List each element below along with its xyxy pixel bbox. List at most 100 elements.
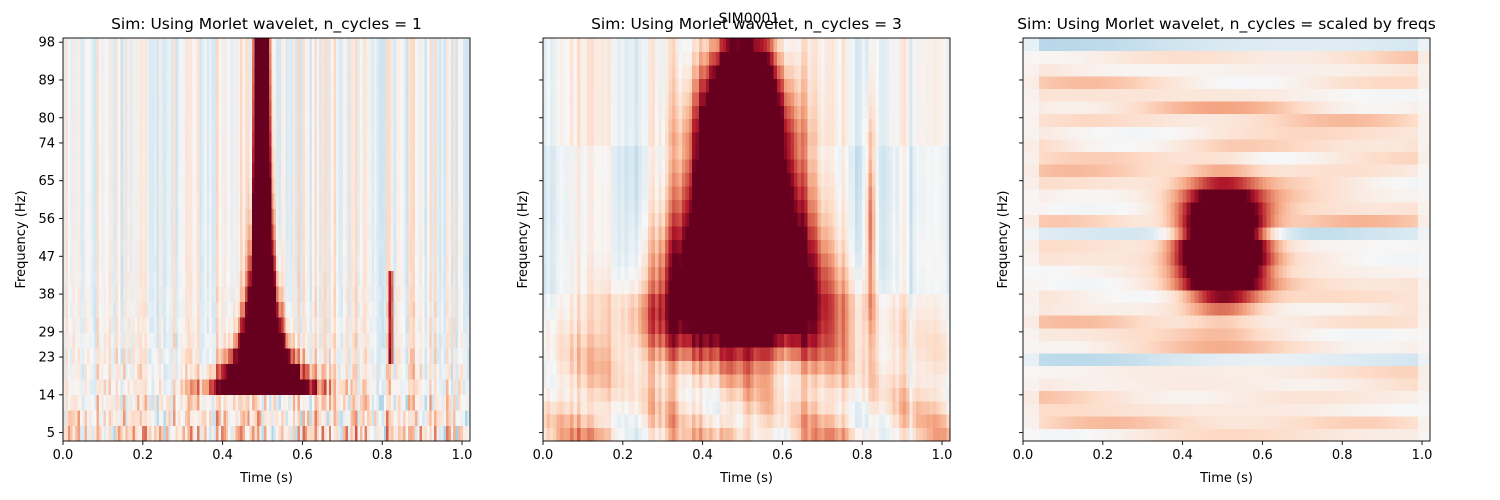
heatmap-cell xyxy=(450,115,454,132)
heatmap-cell xyxy=(458,69,462,86)
heatmap-cell xyxy=(225,115,229,132)
heatmap-cell xyxy=(386,69,390,86)
heatmap-cell xyxy=(261,425,265,442)
heatmap-cell xyxy=(175,38,179,55)
heatmap-cell xyxy=(692,414,697,429)
heatmap-cell xyxy=(422,255,426,272)
heatmap-cell xyxy=(139,270,143,287)
heatmap-cell xyxy=(144,239,148,256)
heatmap-cell xyxy=(340,131,344,148)
heatmap-cell xyxy=(749,427,754,442)
heatmap-cell xyxy=(163,193,167,210)
heatmap-cell xyxy=(631,373,636,388)
heatmap-cell xyxy=(94,379,98,396)
heatmap-cell xyxy=(426,286,430,303)
heatmap-cell xyxy=(573,373,578,388)
heatmap-cell xyxy=(302,69,306,86)
heatmap-cell xyxy=(113,38,117,55)
heatmap-cell xyxy=(247,379,251,396)
heatmap-cell xyxy=(448,255,452,272)
heatmap-cell xyxy=(266,115,270,132)
heatmap-cell xyxy=(455,317,459,334)
heatmap-cell xyxy=(467,53,471,70)
heatmap-cell xyxy=(242,410,246,427)
heatmap-cell xyxy=(285,394,289,411)
heatmap-cell xyxy=(84,146,88,163)
heatmap-cell xyxy=(67,177,71,194)
heatmap-cell xyxy=(426,239,430,256)
heatmap-cell xyxy=(848,414,853,429)
heatmap-cell xyxy=(130,193,134,210)
heatmap-cell xyxy=(110,270,114,287)
heatmap-cell xyxy=(101,286,105,303)
heatmap-cell xyxy=(110,193,114,210)
heatmap-cell xyxy=(223,394,227,411)
heatmap-cell xyxy=(460,286,464,303)
heatmap-cell xyxy=(180,394,184,411)
heatmap-cell xyxy=(230,363,234,380)
heatmap-cell xyxy=(379,100,383,117)
heatmap-cell xyxy=(266,301,270,318)
heatmap-cell xyxy=(134,131,138,148)
heatmap-cell xyxy=(338,131,342,148)
heatmap-cell xyxy=(398,115,402,132)
heatmap-cell xyxy=(379,53,383,70)
heatmap-cell xyxy=(319,38,323,55)
heatmap-cell xyxy=(232,270,236,287)
heatmap-cell xyxy=(177,363,181,380)
heatmap-cell xyxy=(314,348,318,365)
heatmap-cell xyxy=(899,414,904,429)
heatmap-cell xyxy=(218,239,222,256)
heatmap-cell xyxy=(221,286,224,303)
heatmap-cell xyxy=(187,425,191,442)
heatmap-cell xyxy=(407,286,411,303)
heatmap-cell xyxy=(242,332,246,349)
heatmap-cell xyxy=(371,286,375,303)
heatmap-cell xyxy=(98,363,102,380)
heatmap-cell xyxy=(352,348,356,365)
heatmap-cell xyxy=(182,379,186,396)
heatmap-cell xyxy=(393,286,397,303)
heatmap-cell xyxy=(379,146,383,163)
heatmap-cell xyxy=(307,38,311,55)
heatmap-cell xyxy=(204,53,208,70)
heatmap-cell xyxy=(766,387,771,402)
heatmap-cell xyxy=(130,115,134,132)
heatmap-cell xyxy=(182,394,186,411)
heatmap-cell xyxy=(292,394,296,411)
heatmap-cell xyxy=(311,115,315,132)
heatmap-cell xyxy=(285,270,289,287)
heatmap-cell xyxy=(340,208,344,225)
heatmap-cell xyxy=(74,53,78,70)
heatmap-cell xyxy=(225,131,229,148)
heatmap-cell xyxy=(221,38,224,55)
heatmap-cell xyxy=(328,208,332,225)
heatmap-cell xyxy=(98,84,102,101)
heatmap-cell xyxy=(211,115,215,132)
heatmap-cell xyxy=(458,394,462,411)
heatmap-cell xyxy=(103,224,107,241)
heatmap-cell xyxy=(335,425,339,442)
heatmap-cell xyxy=(422,38,426,55)
heatmap-cell xyxy=(311,131,315,148)
heatmap-cell xyxy=(331,38,335,55)
heatmap-cell xyxy=(307,410,311,427)
heatmap-cell xyxy=(300,255,304,272)
heatmap-cell xyxy=(216,379,220,396)
heatmap-cell xyxy=(240,332,244,349)
heatmap-cell xyxy=(153,286,157,303)
heatmap-cell xyxy=(132,146,136,163)
heatmap-cell xyxy=(110,394,114,411)
heatmap-cell xyxy=(283,270,287,287)
heatmap-cell xyxy=(77,115,81,132)
heatmap-cell xyxy=(355,53,359,70)
heatmap-cell xyxy=(86,332,90,349)
heatmap-cell xyxy=(323,286,327,303)
heatmap-cell xyxy=(130,224,134,241)
heatmap-cell xyxy=(326,410,330,427)
heatmap-cell xyxy=(254,38,258,55)
heatmap-cell xyxy=(343,255,347,272)
heatmap-cell xyxy=(297,162,301,179)
heatmap-cell xyxy=(84,255,88,272)
heatmap-cell xyxy=(895,400,900,415)
